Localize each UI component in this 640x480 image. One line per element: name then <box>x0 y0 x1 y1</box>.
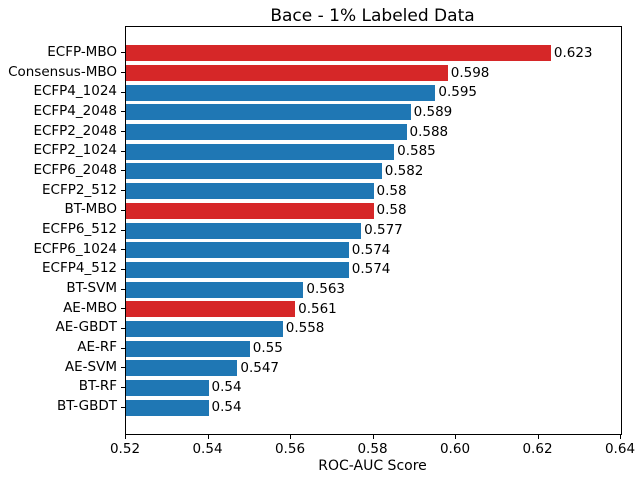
bar-value-label: 0.598 <box>450 64 490 81</box>
bar-ae-gbdt <box>126 320 283 337</box>
y-tick-label: AE-SVM <box>64 358 117 375</box>
x-tick-label: 0.60 <box>439 441 471 457</box>
bar-value-label: 0.574 <box>351 241 391 258</box>
y-tick-label: AE-GBDT <box>55 319 118 336</box>
bar-value-label: 0.585 <box>397 143 436 160</box>
y-tick-mark <box>121 327 125 329</box>
bar-value-label: 0.54 <box>211 379 242 396</box>
bar-value-label: 0.588 <box>409 123 449 140</box>
y-tick-mark <box>121 131 125 133</box>
bar-ae-svm <box>126 360 238 377</box>
x-tick-label: 0.54 <box>192 441 223 457</box>
y-tick-mark <box>121 347 125 349</box>
y-tick-label: ECFP4_512 <box>42 260 117 277</box>
bar-ae-mbo <box>126 301 296 318</box>
bar-ecfp6_2048 <box>126 163 382 180</box>
bar-value-label: 0.58 <box>376 182 407 199</box>
y-tick-label: ECFP6_2048 <box>33 161 117 178</box>
bar-bt-svm <box>126 281 304 298</box>
y-tick-label: ECFP4_1024 <box>33 83 117 100</box>
y-tick-label: AE-RF <box>77 339 117 356</box>
x-tick-label: 0.52 <box>109 441 141 457</box>
y-tick-mark <box>121 170 125 172</box>
y-tick-mark <box>121 52 125 54</box>
y-tick-label: ECFP-MBO <box>47 43 117 60</box>
x-tick-mark <box>455 435 456 439</box>
y-tick-mark <box>121 72 125 74</box>
y-tick-label: BT-SVM <box>66 280 117 297</box>
y-tick-mark <box>121 111 125 113</box>
y-tick-label: ECFP2_2048 <box>33 122 117 139</box>
bar-ecfp6_512 <box>126 222 362 239</box>
bar-value-label: 0.582 <box>384 162 424 179</box>
y-tick-mark <box>121 91 125 93</box>
bar-value-label: 0.55 <box>252 340 283 357</box>
y-tick-mark <box>121 229 125 231</box>
bar-ecfp2_1024 <box>126 143 395 160</box>
y-tick-label: BT-RF <box>78 378 117 395</box>
bar-bt-gbdt <box>126 399 209 416</box>
bar-ecfp-mbo <box>126 45 551 62</box>
bar-value-label: 0.595 <box>438 84 478 101</box>
bar-consensus-mbo <box>126 65 448 82</box>
x-axis-title: ROC-AUC Score <box>318 458 427 474</box>
y-tick-label: ECFP6_1024 <box>33 240 117 257</box>
x-tick-label: 0.56 <box>274 441 306 457</box>
chart-title: Bace - 1% Labeled Data <box>270 6 475 26</box>
y-tick-label: BT-MBO <box>64 201 117 218</box>
x-tick-mark <box>125 435 126 439</box>
bar-bt-mbo <box>126 202 374 219</box>
y-tick-label: Consensus-MBO <box>8 63 117 80</box>
plot-area: 0.623 0.598 0.595 0.589 0.588 0.585 0.582 0.58 0… <box>125 26 622 435</box>
bar-ae-rf <box>126 340 250 357</box>
y-tick-mark <box>121 386 125 388</box>
bar-ecfp4_512 <box>126 261 349 278</box>
bar-value-label: 0.561 <box>298 300 337 317</box>
x-tick-label: 0.62 <box>522 441 553 457</box>
y-tick-mark <box>121 268 125 270</box>
y-tick-label: ECFP2_512 <box>42 181 117 198</box>
bar-ecfp2_2048 <box>126 124 407 141</box>
bar-value-label: 0.58 <box>376 202 407 219</box>
bar-value-label: 0.547 <box>240 359 280 376</box>
bar-value-label: 0.558 <box>285 320 325 337</box>
x-tick-label: 0.64 <box>604 441 636 457</box>
bar-value-label: 0.563 <box>306 281 346 298</box>
bar-value-label: 0.574 <box>351 261 391 278</box>
bar-bt-rf <box>126 379 209 396</box>
y-tick-mark <box>121 308 125 310</box>
bar-ecfp4_1024 <box>126 84 436 101</box>
y-tick-mark <box>121 150 125 152</box>
y-tick-mark <box>121 288 125 290</box>
x-tick-mark <box>372 435 374 439</box>
bar-ecfp2_512 <box>126 183 374 200</box>
y-tick-mark <box>121 406 125 408</box>
bar-value-label: 0.577 <box>364 222 403 238</box>
bar-value-label: 0.589 <box>413 103 453 120</box>
y-tick-label: AE-MBO <box>63 299 117 316</box>
x-tick-mark <box>290 435 291 439</box>
y-tick-label: BT-GBDT <box>57 398 117 415</box>
x-tick-label: 0.58 <box>357 441 388 457</box>
x-tick-mark <box>620 435 621 439</box>
y-tick-mark <box>121 249 125 251</box>
x-tick-mark <box>207 435 209 439</box>
bar-ecfp4_2048 <box>126 104 411 121</box>
y-tick-mark <box>121 367 125 369</box>
y-tick-label: ECFP6_512 <box>42 221 117 237</box>
y-tick-label: ECFP2_1024 <box>33 142 117 159</box>
bar-value-label: 0.54 <box>211 399 242 416</box>
y-tick-label: ECFP4_2048 <box>33 102 117 119</box>
bar-value-label: 0.623 <box>553 44 593 61</box>
y-tick-mark <box>121 209 125 211</box>
y-tick-mark <box>121 190 125 192</box>
bar-ecfp6_1024 <box>126 242 349 259</box>
x-tick-mark <box>537 435 539 439</box>
